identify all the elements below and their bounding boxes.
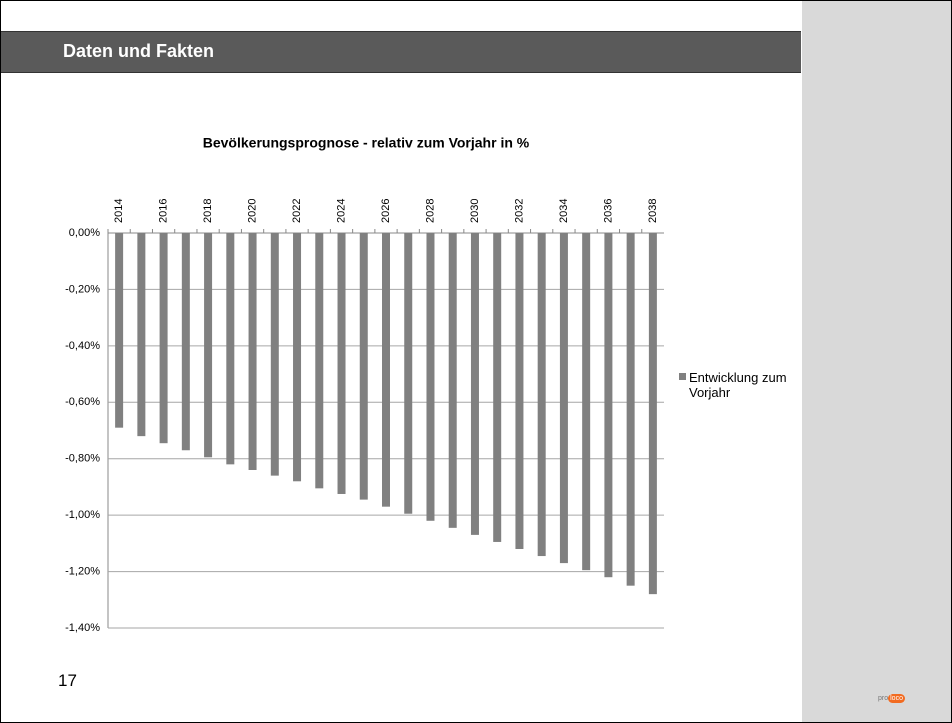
bar [559, 233, 568, 564]
legend-swatch [679, 373, 686, 380]
legend-label: Entwicklung zum Vorjahr [689, 370, 787, 400]
side-panel [802, 1, 951, 722]
bar [537, 233, 546, 557]
bar [137, 233, 146, 437]
logo-text: pro [878, 695, 889, 702]
x-tick-label: 2026 [380, 199, 392, 223]
bar [582, 233, 591, 571]
bar [293, 233, 302, 482]
chart: Bevölkerungsprognose - relativ zum Vorja… [65, 135, 686, 634]
y-tick-label: -0,60% [65, 396, 100, 408]
bar [181, 233, 190, 451]
y-tick-label: -1,20% [65, 565, 100, 577]
bar [493, 233, 502, 542]
x-tick-label: 2022 [291, 199, 303, 223]
bar [159, 233, 168, 444]
bar [315, 233, 324, 489]
header-title: Daten und Fakten [63, 41, 215, 61]
x-tick-label: 2030 [469, 199, 481, 223]
bar [626, 233, 635, 586]
y-tick-label: 0,00% [69, 227, 100, 239]
x-tick-label: 2014 [113, 199, 125, 223]
bar [270, 233, 279, 476]
y-tick-label: -0,20% [65, 283, 100, 295]
y-tick-label: -1,00% [65, 509, 100, 521]
bar [426, 233, 435, 521]
bar [604, 233, 613, 578]
x-tick-label: 2020 [246, 199, 258, 223]
y-tick-label: -1,40% [65, 622, 100, 634]
bar [448, 233, 457, 528]
x-tick-label: 2032 [513, 199, 525, 223]
bar [204, 233, 213, 458]
header-bar: Daten und Fakten [1, 31, 801, 73]
x-tick-label: 2038 [647, 199, 659, 223]
bar [359, 233, 368, 500]
bar [404, 233, 413, 514]
x-tick-label: 2016 [158, 199, 170, 223]
bar [226, 233, 235, 465]
x-tick-label: 2024 [335, 199, 347, 223]
bar [115, 233, 124, 428]
x-tick-label: 2018 [202, 199, 214, 223]
bar [248, 233, 257, 470]
x-tick-label: 2034 [558, 199, 570, 223]
bar [382, 233, 390, 507]
bar [515, 233, 524, 549]
bar [470, 233, 479, 535]
y-tick-label: -0,80% [65, 453, 100, 465]
x-tick-label: 2028 [424, 199, 436, 223]
slide-number: 17 [58, 671, 77, 690]
x-tick-label: 2036 [602, 199, 614, 223]
chart-title: Bevölkerungsprognose - relativ zum Vorja… [203, 135, 530, 151]
y-tick-label: -0,40% [65, 340, 100, 352]
logo-highlight: loco [888, 694, 905, 703]
bar [337, 233, 346, 494]
bar [648, 233, 657, 595]
logo: pro loco [878, 694, 905, 703]
